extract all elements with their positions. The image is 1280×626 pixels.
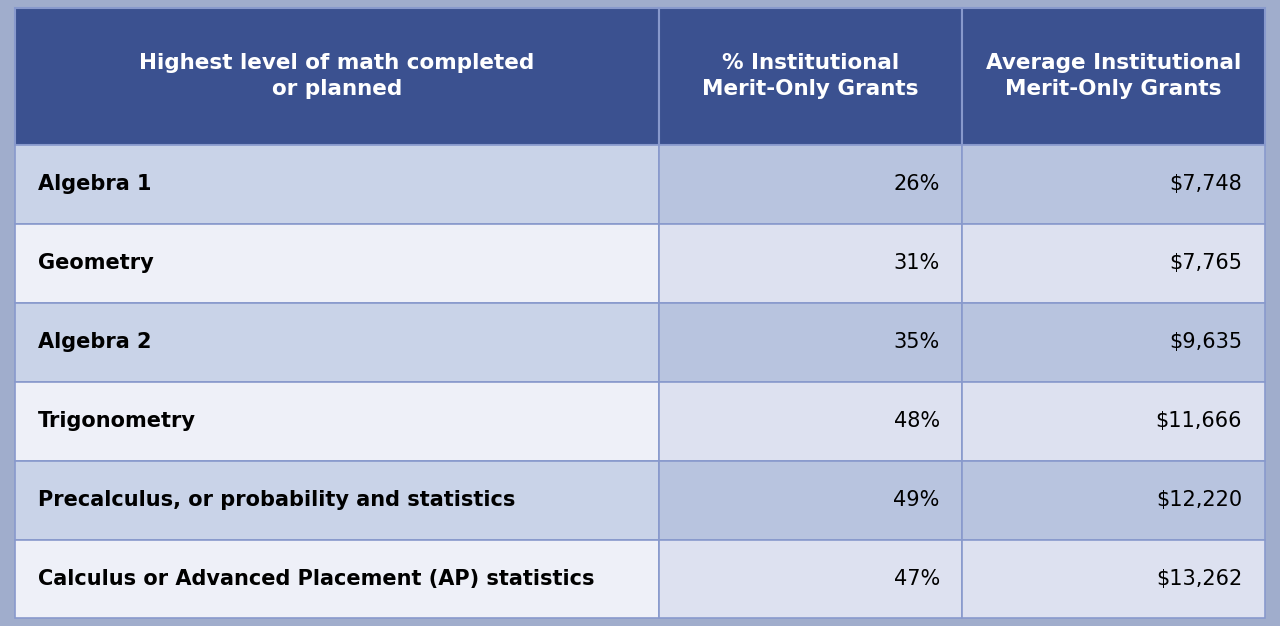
Bar xyxy=(15,224,659,303)
Bar xyxy=(15,540,659,618)
Text: $13,262: $13,262 xyxy=(1156,569,1242,589)
Text: Trigonometry: Trigonometry xyxy=(38,411,196,431)
Text: 49%: 49% xyxy=(893,490,940,510)
Text: $11,666: $11,666 xyxy=(1156,411,1242,431)
Text: Precalculus, or probability and statistics: Precalculus, or probability and statisti… xyxy=(38,490,516,510)
Bar xyxy=(15,382,659,461)
Bar xyxy=(963,224,1265,303)
Bar xyxy=(963,8,1265,145)
Text: Algebra 2: Algebra 2 xyxy=(38,332,151,352)
Bar xyxy=(963,303,1265,382)
Bar xyxy=(15,461,659,540)
Bar xyxy=(963,382,1265,461)
Bar xyxy=(963,145,1265,224)
Text: Algebra 1: Algebra 1 xyxy=(38,175,151,195)
Text: 31%: 31% xyxy=(893,254,940,274)
Text: Highest level of math completed
or planned: Highest level of math completed or plann… xyxy=(140,53,535,100)
Text: $7,765: $7,765 xyxy=(1169,254,1242,274)
Bar xyxy=(659,382,963,461)
Bar xyxy=(659,540,963,618)
Bar xyxy=(15,303,659,382)
Bar xyxy=(15,8,659,145)
Bar xyxy=(15,145,659,224)
Bar xyxy=(659,303,963,382)
Text: Average Institutional
Merit-Only Grants: Average Institutional Merit-Only Grants xyxy=(986,53,1242,100)
Bar xyxy=(963,461,1265,540)
Text: Geometry: Geometry xyxy=(38,254,154,274)
Bar xyxy=(963,540,1265,618)
Text: $9,635: $9,635 xyxy=(1169,332,1242,352)
Bar xyxy=(659,8,963,145)
Text: % Institutional
Merit-Only Grants: % Institutional Merit-Only Grants xyxy=(703,53,919,100)
Bar xyxy=(659,461,963,540)
Text: 48%: 48% xyxy=(893,411,940,431)
Text: 35%: 35% xyxy=(893,332,940,352)
Text: Calculus or Advanced Placement (AP) statistics: Calculus or Advanced Placement (AP) stat… xyxy=(38,569,594,589)
Bar xyxy=(659,145,963,224)
Text: $12,220: $12,220 xyxy=(1156,490,1242,510)
Text: 47%: 47% xyxy=(893,569,940,589)
Text: $7,748: $7,748 xyxy=(1170,175,1242,195)
Text: 26%: 26% xyxy=(893,175,940,195)
Bar xyxy=(659,224,963,303)
